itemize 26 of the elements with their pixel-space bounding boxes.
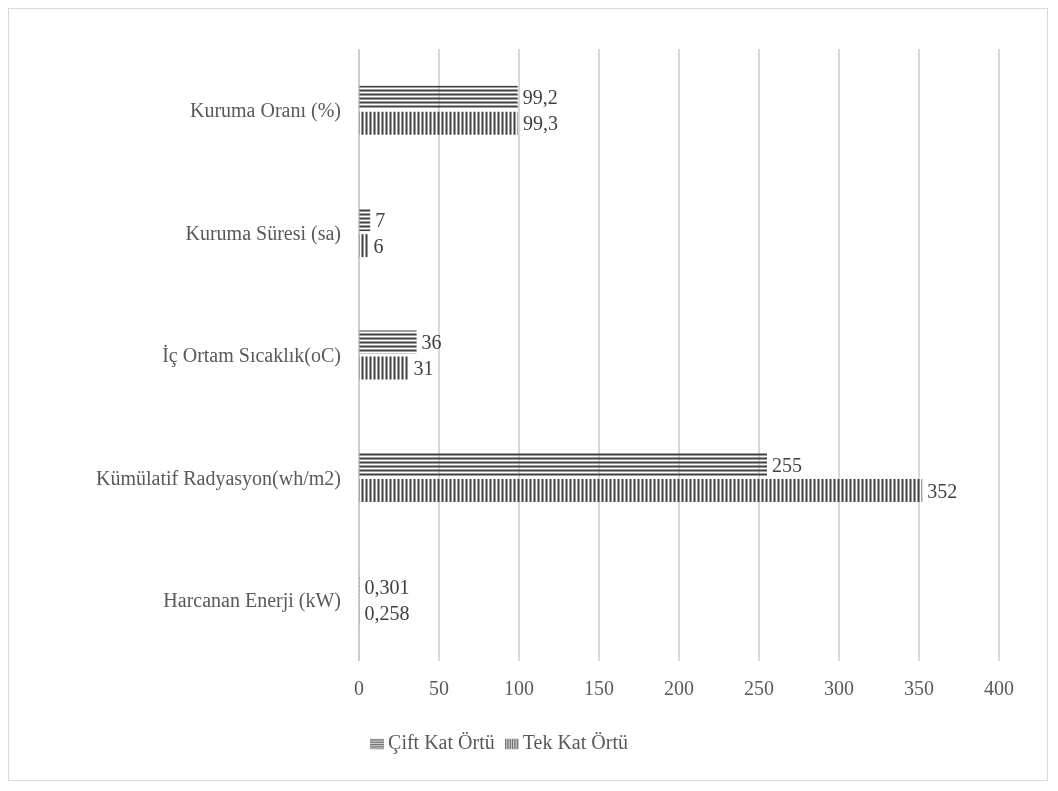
y-tick-label: Harcanan Enerji (kW) bbox=[163, 588, 341, 612]
x-tick-label: 50 bbox=[429, 677, 449, 700]
y-tick-label: Kuruma Süresi (sa) bbox=[185, 221, 341, 245]
legend-label: Tek Kat Örtü bbox=[522, 731, 628, 753]
data-label: 6 bbox=[373, 234, 384, 257]
x-tick-label: 250 bbox=[744, 677, 774, 700]
data-label: 352 bbox=[927, 479, 958, 502]
x-tick-label: 150 bbox=[584, 677, 614, 700]
y-tick-label: İç Ortam Sıcaklık(oC) bbox=[162, 344, 341, 368]
y-tick-label: Kuruma Oranı (%) bbox=[189, 99, 341, 123]
legend-label: Çift Kat Örtü bbox=[388, 731, 495, 753]
y-tick-label: Kümülatif Radyasyon(wh/m2) bbox=[96, 466, 341, 490]
data-label: 0,258 bbox=[364, 601, 410, 624]
x-tick-label: 300 bbox=[824, 677, 854, 700]
data-label: 0,301 bbox=[364, 575, 410, 598]
data-label: 99,2 bbox=[522, 86, 558, 109]
x-tick-label: 400 bbox=[984, 677, 1014, 700]
x-tick-label: 100 bbox=[504, 677, 534, 700]
data-label: 7 bbox=[375, 208, 386, 231]
data-label: 255 bbox=[772, 453, 802, 476]
x-tick-label: 350 bbox=[904, 677, 934, 700]
data-label: 99,3 bbox=[522, 112, 558, 135]
x-tick-label: 200 bbox=[664, 677, 694, 700]
x-tick-label: 0 bbox=[354, 677, 364, 700]
data-label: 36 bbox=[421, 331, 442, 354]
data-label: 31 bbox=[413, 357, 434, 380]
